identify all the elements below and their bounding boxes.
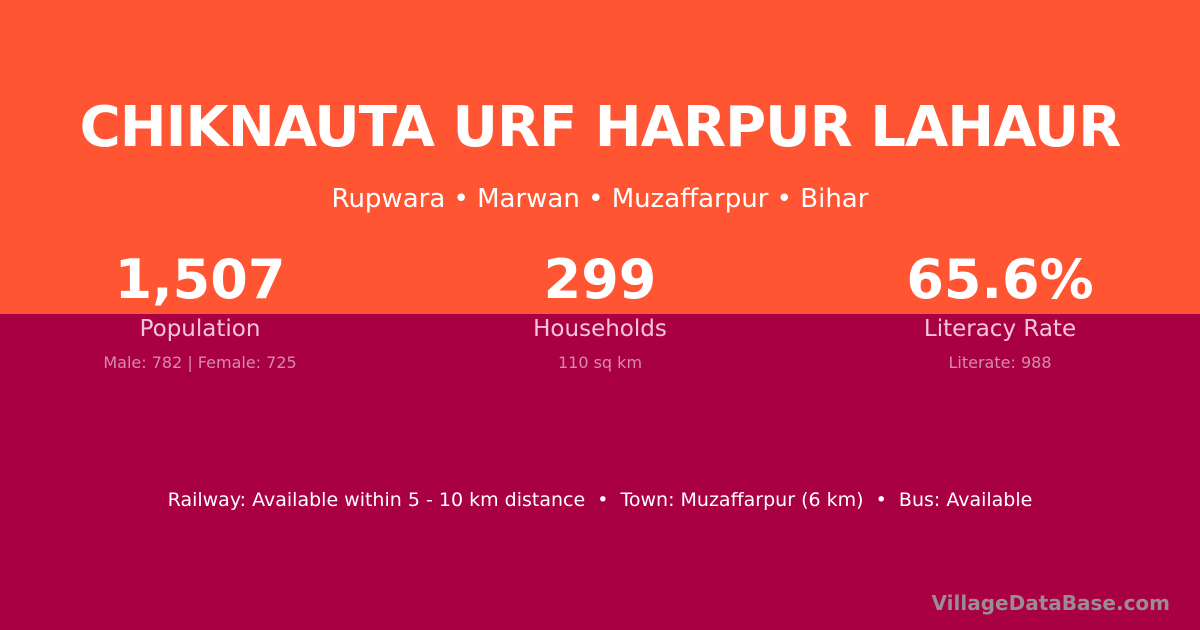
brand-watermark: VillageDataBase.com xyxy=(931,591,1170,615)
stat-label: Literacy Rate xyxy=(923,316,1077,342)
stat-value: 1,507 xyxy=(114,248,286,311)
stat-value: 65.6% xyxy=(906,248,1094,311)
stat-detail: 110 sq km xyxy=(557,353,643,372)
stat-label: Households xyxy=(533,316,667,342)
stat-literacy: 65.6% Literacy Rate Literate: 988 xyxy=(800,248,1200,374)
stat-population: 1,507 Population Male: 782 | Female: 725 xyxy=(0,248,400,374)
village-title: CHIKNAUTA URF HARPUR LAHAUR xyxy=(79,95,1122,160)
location-breadcrumb: Rupwara • Marwan • Muzaffarpur • Bihar xyxy=(331,184,869,214)
stat-detail: Literate: 988 xyxy=(948,353,1052,372)
stat-households: 299 Households 110 sq km xyxy=(400,248,800,374)
header-band xyxy=(0,0,1200,314)
connectivity-info: Railway: Available within 5 - 10 km dist… xyxy=(167,489,1033,511)
stat-value: 299 xyxy=(543,248,657,311)
stat-detail: Male: 782 | Female: 725 xyxy=(103,353,297,372)
stat-label: Population xyxy=(139,316,261,342)
